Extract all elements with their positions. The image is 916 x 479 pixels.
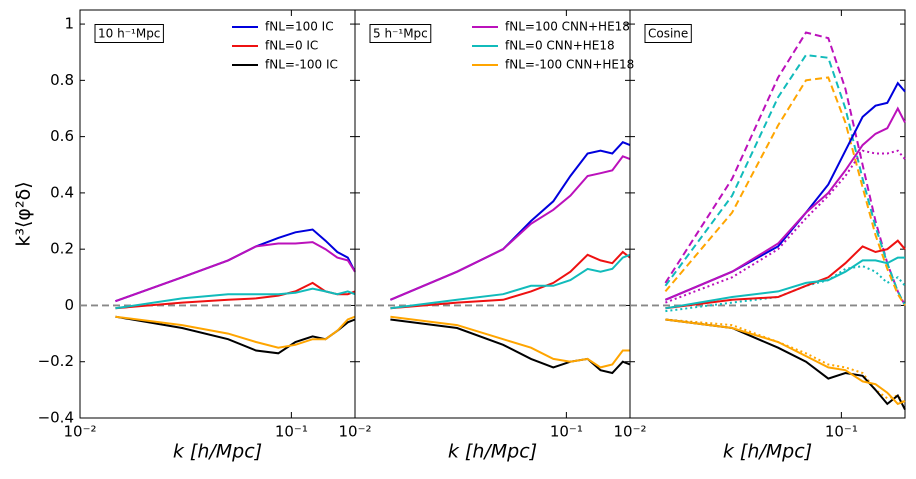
series-line bbox=[390, 253, 631, 310]
x-tick-label: 10⁻¹ bbox=[825, 423, 858, 441]
panel-annotation: 10 h⁻¹Mpc bbox=[98, 27, 160, 41]
series-line bbox=[664, 31, 906, 306]
annotation-box bbox=[644, 24, 692, 43]
series-line bbox=[115, 241, 356, 303]
series-line bbox=[115, 287, 356, 310]
annotation-box bbox=[94, 24, 164, 43]
panel-annotation: 5 h⁻¹Mpc bbox=[373, 27, 428, 41]
y-tick-label: 0.4 bbox=[50, 183, 74, 201]
series-line bbox=[665, 106, 906, 301]
y-tick-label: 0 bbox=[64, 296, 74, 314]
series-line bbox=[390, 318, 631, 375]
series-line bbox=[115, 281, 356, 310]
series-line bbox=[665, 81, 906, 301]
legend-label: fNL=0 IC bbox=[265, 39, 318, 53]
y-tick-label: 1 bbox=[64, 15, 74, 33]
annotation-box bbox=[369, 24, 432, 43]
series-line bbox=[390, 315, 630, 369]
y-axis-label: k³⟨φ²δ⟩ bbox=[13, 181, 35, 246]
series-line bbox=[390, 250, 631, 310]
series-line bbox=[665, 318, 906, 406]
y-tick-label: −0.2 bbox=[38, 352, 74, 370]
x-tick-label: 10⁻² bbox=[613, 423, 646, 441]
y-tick-label: 0.8 bbox=[50, 71, 74, 89]
series-line bbox=[115, 315, 356, 349]
x-tick-label: 10⁻¹ bbox=[275, 423, 308, 441]
series-line bbox=[665, 239, 906, 310]
series-line bbox=[664, 76, 906, 306]
series-line bbox=[665, 256, 905, 310]
y-tick-label: 0.6 bbox=[50, 127, 74, 145]
x-tick-label: 10⁻¹ bbox=[550, 423, 583, 441]
legend-label: fNL=-100 CNN+HE18 bbox=[505, 58, 634, 72]
series-line bbox=[390, 155, 631, 301]
x-axis-label: k [h/Mpc] bbox=[448, 441, 537, 463]
x-axis-label: k [h/Mpc] bbox=[723, 441, 812, 463]
series-line bbox=[390, 141, 631, 301]
series-line bbox=[665, 318, 906, 411]
legend-label: fNL=-100 IC bbox=[265, 58, 338, 72]
legend-label: fNL=100 CNN+HE18 bbox=[505, 20, 630, 34]
x-tick-label: 10⁻² bbox=[338, 423, 371, 441]
x-tick-label: 10⁻² bbox=[63, 423, 96, 441]
series-line bbox=[664, 53, 906, 306]
legend-label: fNL=0 CNN+HE18 bbox=[505, 39, 615, 53]
legend-label: fNL=100 IC bbox=[265, 20, 334, 34]
y-tick-label: −0.4 bbox=[38, 409, 74, 427]
y-tick-label: 0.2 bbox=[50, 240, 74, 258]
series-line bbox=[665, 318, 906, 405]
plot-frame bbox=[629, 9, 906, 419]
panel-annotation: Cosine bbox=[648, 27, 688, 41]
x-axis-label: k [h/Mpc] bbox=[173, 441, 262, 463]
